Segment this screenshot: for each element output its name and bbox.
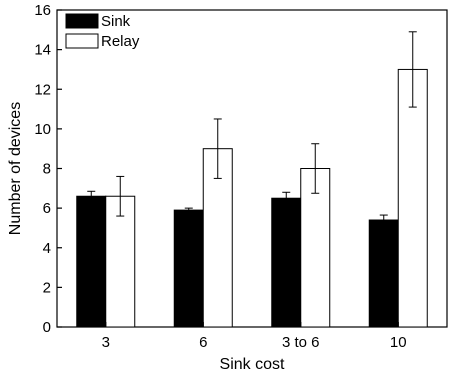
y-tick-label: 0 <box>43 319 51 336</box>
bar-sink-1 <box>173 209 204 328</box>
legend-swatch-sink <box>65 13 99 29</box>
y-tick-label: 12 <box>34 81 51 98</box>
bar-sink-3 <box>368 219 399 328</box>
bar-sink-0 <box>76 195 107 328</box>
y-axis-label: Number of devices <box>7 102 24 235</box>
x-tick-label: 10 <box>390 334 407 351</box>
y-tick-label: 16 <box>34 2 51 19</box>
x-tick-label: 6 <box>199 334 207 351</box>
x-tick-label: 3 <box>102 334 110 351</box>
legend-label-sink: Sink <box>101 13 131 30</box>
x-axis-label: Sink cost <box>220 356 285 373</box>
y-tick-label: 2 <box>43 279 51 296</box>
y-tick-label: 6 <box>43 200 51 217</box>
y-tick-label: 8 <box>43 161 51 178</box>
x-axis: 3 6 3 to 6 10 <box>102 322 407 351</box>
bars <box>76 68 428 328</box>
bar-sink-2 <box>271 197 302 328</box>
y-tick-label: 4 <box>43 240 51 257</box>
y-tick-label: 10 <box>34 121 51 138</box>
y-axis: 0 2 4 6 8 10 12 14 16 <box>34 2 62 336</box>
legend: Sink Relay <box>65 13 140 50</box>
y-tick-label: 14 <box>34 42 51 59</box>
error-bars <box>87 31 417 226</box>
legend-swatch-relay <box>65 33 99 49</box>
x-tick-label: 3 to 6 <box>282 334 320 351</box>
legend-label-relay: Relay <box>101 33 140 50</box>
bar-relay-3 <box>397 68 428 328</box>
plot-area: 0 2 4 6 8 10 12 14 16 3 6 3 to 6 10 <box>34 2 448 351</box>
